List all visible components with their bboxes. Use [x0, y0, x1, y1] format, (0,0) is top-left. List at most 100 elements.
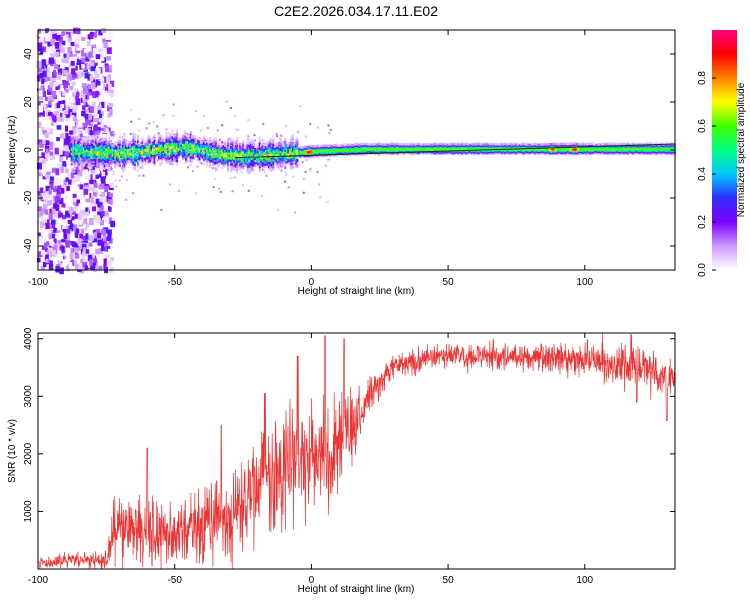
- spectrogram-cell: [90, 162, 93, 165]
- spectrogram-cell: [481, 146, 484, 149]
- spectrogram-cell: [269, 137, 272, 141]
- spectrogram-cell: [446, 150, 449, 154]
- spectrogram-cell: [44, 191, 49, 196]
- spectrogram-cell: [376, 146, 379, 149]
- spectrogram-cell: [188, 150, 191, 153]
- spectrogram-cell: [485, 152, 488, 156]
- spectrogram-cell: [412, 143, 415, 147]
- spectrogram-cell: [155, 144, 158, 147]
- spectrogram-cell: [300, 146, 303, 149]
- spectrogram-cell: [449, 150, 452, 154]
- spectrogram-cell: [185, 140, 188, 143]
- spectrogram-cell: [418, 142, 421, 146]
- spectrogram-cell: [308, 152, 311, 156]
- spectrogram-cell: [231, 138, 234, 142]
- spectrogram-cell: [84, 113, 89, 120]
- spectrogram-cell: [389, 146, 392, 150]
- spectrogram-cell: [171, 155, 174, 158]
- spectrogram-cell: [65, 177, 69, 182]
- spectrogram-cell: [102, 146, 105, 149]
- spectrogram-cell: [442, 146, 445, 149]
- spectrogram-cell: [133, 140, 136, 143]
- spectrogram-cell: [115, 153, 118, 157]
- spectrogram-cell: [144, 152, 147, 156]
- spectrogram-cell: [194, 135, 197, 139]
- spectrogram-cell: [461, 149, 464, 153]
- spectrogram-cell: [152, 120, 155, 123]
- spectrogram-cell: [117, 138, 120, 142]
- spectrogram-cell: [58, 148, 63, 155]
- spectrogram-cell: [107, 199, 111, 204]
- spectrogram-cell: [150, 144, 153, 148]
- spectrogram-cell: [218, 155, 221, 159]
- spectrogram-cell: [359, 148, 362, 152]
- spectrogram-cell: [445, 143, 448, 146]
- spectrogram-cell: [306, 147, 309, 150]
- spectrogram-cell: [391, 144, 394, 147]
- spectrogram-cell: [439, 151, 442, 154]
- spectrogram-cell: [394, 152, 397, 155]
- spectrogram-cell: [132, 151, 135, 155]
- spectrogram-cell: [123, 168, 126, 171]
- spectrogram-cell: [88, 164, 93, 170]
- spectrogram-cell: [72, 157, 75, 161]
- spectrogram-cell: [124, 153, 127, 157]
- spectrogram-cell: [101, 217, 107, 224]
- spectrogram-cell: [299, 148, 302, 152]
- spectrogram-cell: [97, 232, 101, 239]
- spectrogram-cell: [353, 144, 356, 147]
- spectrogram-cell: [82, 97, 87, 103]
- spectrogram-cell: [177, 145, 180, 148]
- spectrogram-cell: [321, 144, 324, 148]
- spectrogram-cell: [55, 35, 60, 41]
- spectrogram-cell: [287, 150, 290, 154]
- spectrogram-cell: [392, 145, 395, 149]
- spectrogram-cell: [56, 75, 62, 80]
- spectrogram-cell: [89, 75, 94, 82]
- spectrogram-cell: [179, 138, 182, 141]
- spectrogram-cell: [85, 137, 88, 141]
- spectrogram-cell: [345, 146, 348, 149]
- spectrogram-cell: [38, 172, 42, 177]
- spectrogram-cell: [150, 146, 153, 150]
- spectrogram-cell: [51, 250, 57, 256]
- spectrogram-cell: [379, 148, 382, 152]
- spectrogram-cell: [95, 91, 100, 98]
- spectrogram-cell: [239, 149, 242, 153]
- spectrogram-cell: [371, 144, 374, 148]
- spectrogram-cell: [44, 152, 49, 158]
- spectrogram-cell: [83, 218, 88, 225]
- spectrogram-cell: [97, 239, 103, 246]
- spectrogram-cell: [288, 146, 291, 149]
- spectrogram-cell: [254, 145, 257, 148]
- spectrogram-cell: [249, 143, 252, 146]
- spectrogram-cell: [240, 156, 243, 160]
- spectrogram-cell: [138, 117, 141, 120]
- spectrogram-cell: [364, 143, 367, 147]
- spectrogram-cell: [316, 171, 319, 174]
- spectrogram-cell: [81, 253, 85, 260]
- spectrogram-cell: [339, 145, 342, 149]
- spectrogram-cell: [79, 210, 84, 217]
- spectrogram-cell: [124, 145, 127, 148]
- spectrogram-cell: [227, 160, 230, 163]
- spectrogram-cell: [37, 31, 41, 38]
- spectrogram-cell: [449, 143, 452, 146]
- spectrogram-cell: [318, 150, 321, 154]
- spectrogram-cell: [323, 144, 326, 148]
- spectrogram-cell: [103, 142, 106, 146]
- spectrogram-cell: [326, 150, 329, 153]
- spectrogram-cell: [161, 135, 164, 138]
- spectrogram-cell: [50, 176, 54, 181]
- spectrogram-cell: [359, 144, 362, 147]
- spectrogram-cell: [479, 144, 482, 148]
- spectrogram-cell: [263, 158, 266, 161]
- spectrogram-cell: [428, 144, 431, 148]
- spectrogram-cell: [191, 154, 194, 157]
- spectrogram-cell: [85, 207, 89, 212]
- spectrogram-cell: [439, 148, 442, 151]
- spectrogram-cell: [145, 156, 148, 160]
- spectrogram-cell: [81, 113, 85, 120]
- spectrogram-cell: [249, 146, 252, 149]
- spectrogram-cell: [118, 179, 121, 182]
